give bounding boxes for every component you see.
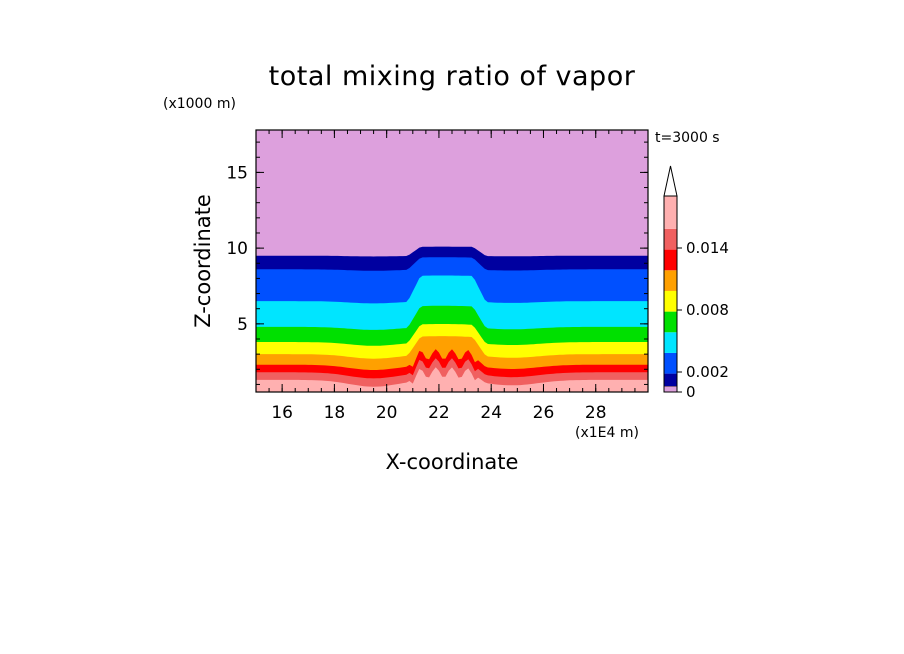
colorbar-segment-2 [664,352,677,374]
colorbar-segment-3 [664,332,677,353]
x-tick-label: 16 [271,403,293,423]
colorbar-extend-arrow [663,165,678,197]
colorbar: 0 0.002 0.008 0.014 [663,165,729,401]
colorbar-segment-9 [664,196,677,229]
colorbar-segment-4 [664,311,677,333]
x-axis-label: X-coordinate [386,450,519,474]
colorbar-tick-label: 0.002 [686,363,729,381]
y-tick-label: 5 [237,315,248,335]
colorbar-tick-label: 0 [686,383,696,401]
y-tick-label: 15 [226,163,248,183]
chart-title: total mixing ratio of vapor [269,61,636,92]
colorbar-segment-7 [664,249,677,271]
x-unit-label: (x1E4 m) [575,425,639,441]
colorbar-tick-label: 0.014 [686,239,729,257]
x-tick-label: 24 [480,403,502,423]
y-unit-label: (x1000 m) [163,96,236,112]
colorbar-segment-8 [664,228,677,250]
x-tick-label: 26 [533,403,555,423]
y-tick-label: 10 [226,239,248,259]
colorbar-segment-5 [664,290,677,312]
plot-area [255,129,649,393]
y-axis-label: Z-coordinate [191,194,215,328]
x-tick-label: 22 [428,403,450,423]
x-tick-label: 28 [585,403,607,423]
contour-band-9 [256,367,648,392]
colorbar-segment-6 [664,270,677,291]
colorbar-segment-0 [663,385,678,393]
x-tick-label: 18 [324,403,346,423]
x-tick-label: 20 [376,403,398,423]
time-label: t=3000 s [655,130,720,146]
colorbar-tick-label: 0.008 [686,301,729,319]
colorbar-segment-1 [664,373,677,386]
